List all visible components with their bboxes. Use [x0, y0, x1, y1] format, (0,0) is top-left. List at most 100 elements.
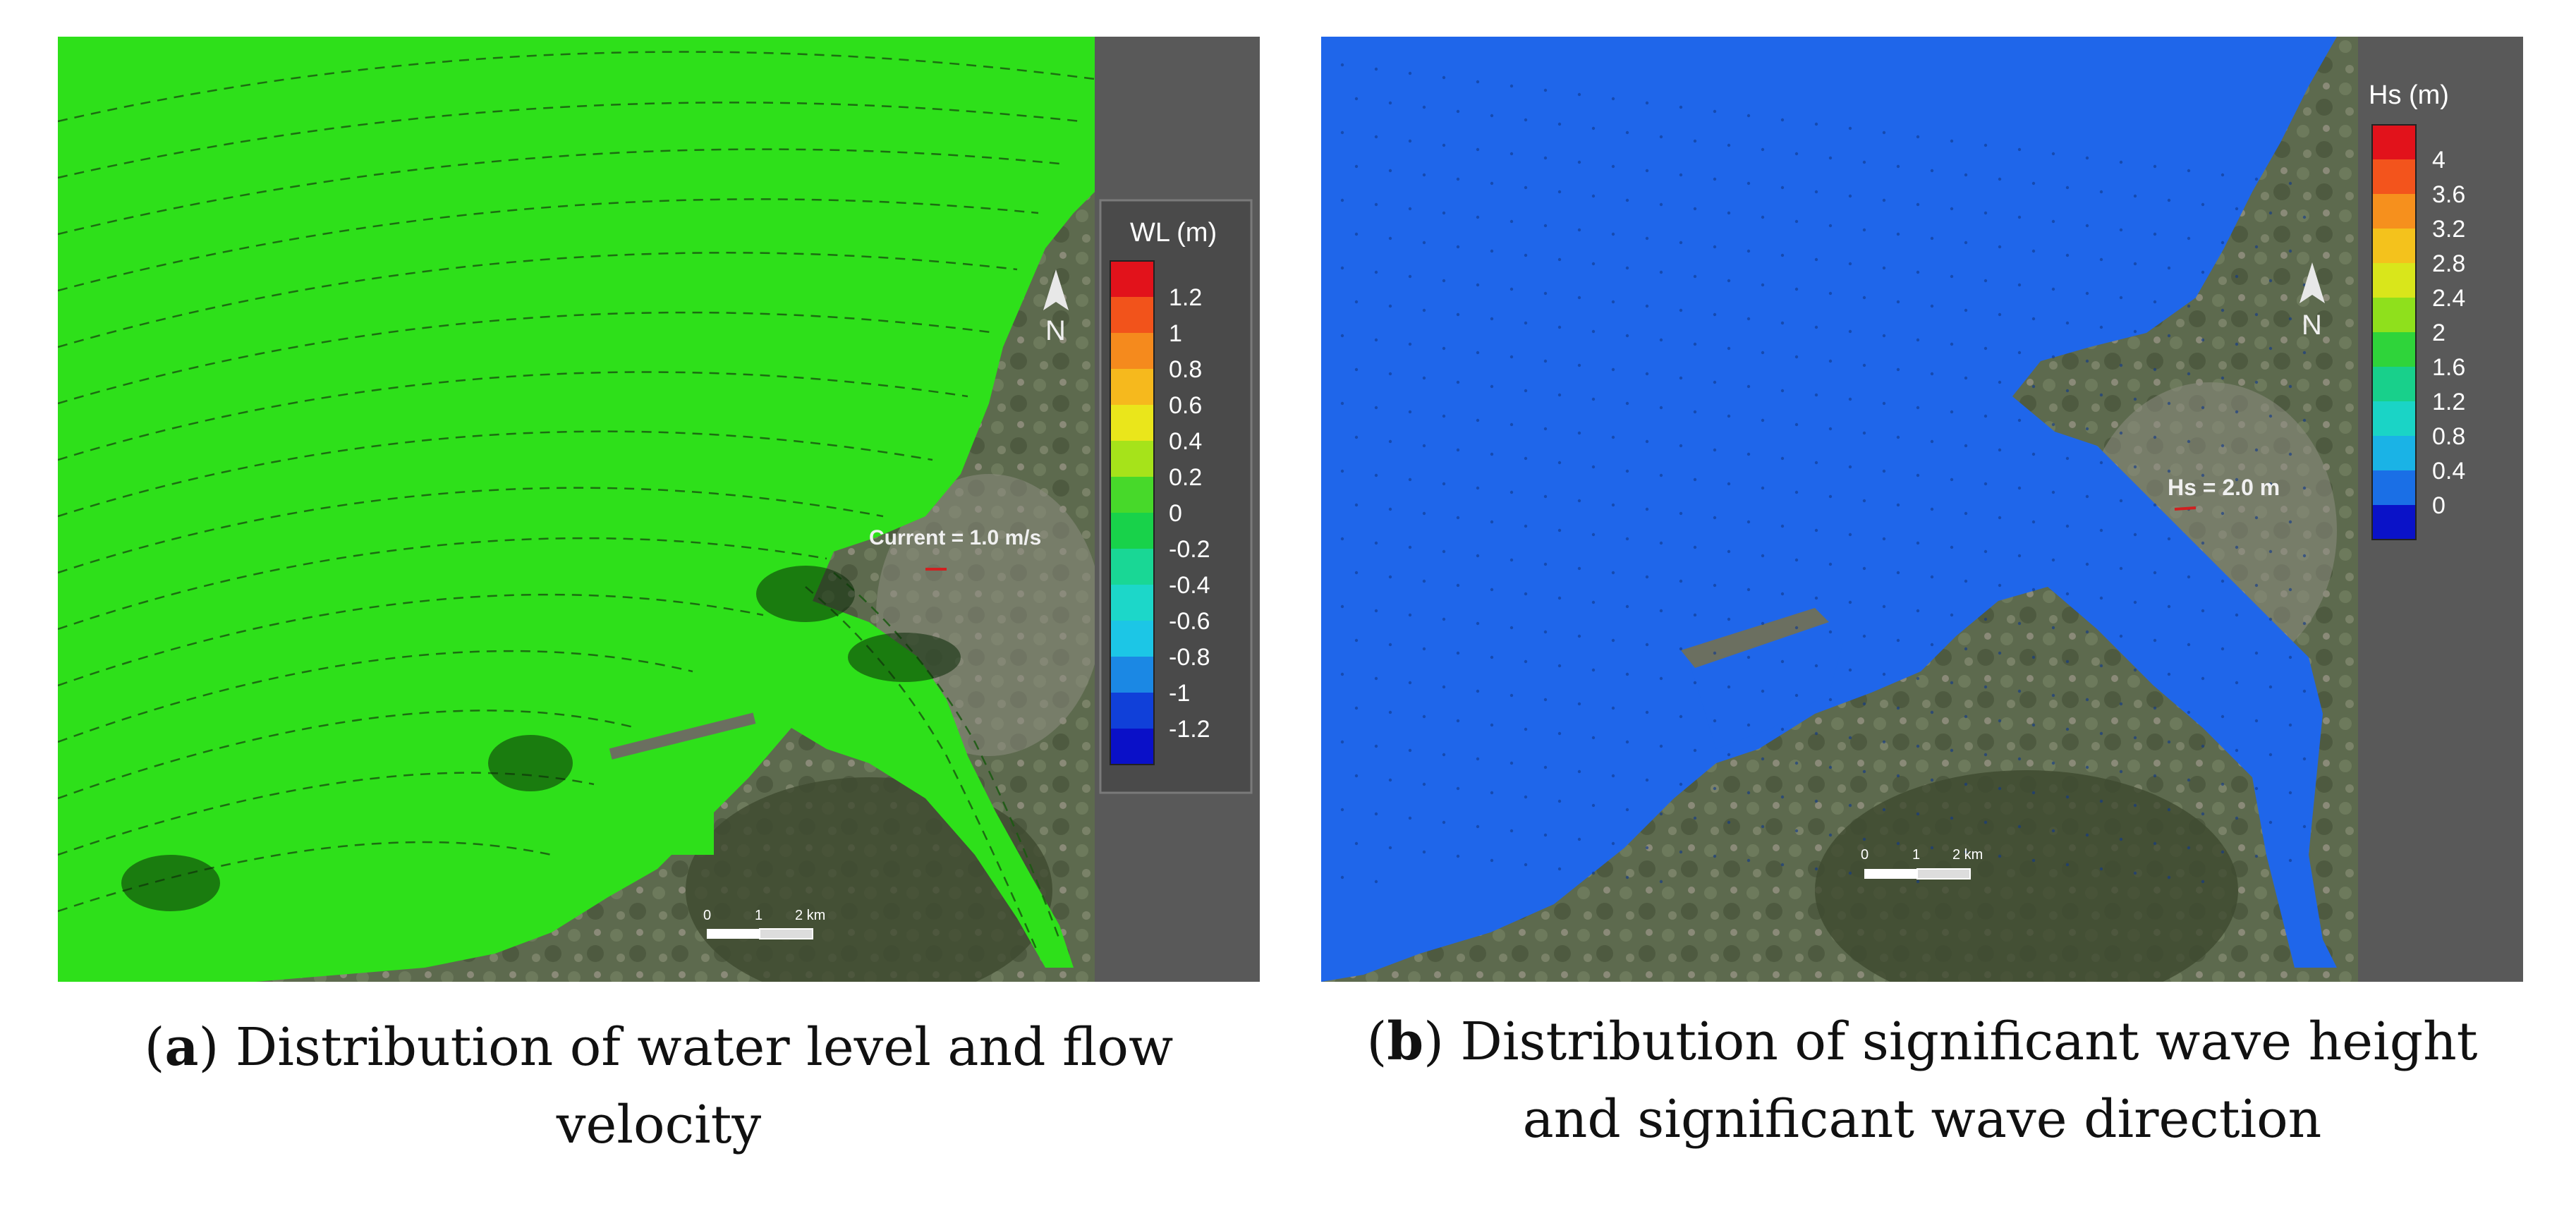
wave-direction-mark	[1727, 279, 1731, 283]
wave-direction-mark	[1509, 152, 1514, 156]
wave-direction-mark	[1354, 638, 1359, 643]
wave-direction-mark	[2220, 241, 2225, 245]
wave-direction-mark	[1761, 147, 1765, 152]
wave-direction-mark	[2119, 228, 2123, 232]
wave-direction-mark	[1625, 130, 1629, 135]
wave-direction-mark	[1780, 321, 1785, 325]
wave-direction-mark	[1456, 583, 1460, 588]
wave-direction-mark	[1524, 524, 1528, 528]
wave-direction-mark	[1930, 507, 1934, 511]
wave-direction-mark	[1930, 372, 1934, 376]
wave-direction-mark	[1746, 655, 1751, 659]
wave-direction-mark	[1727, 685, 1731, 689]
wave-direction-mark	[1490, 181, 1494, 185]
colorbar-tick-label: 2.8	[2432, 250, 2465, 277]
colorbar-segment	[1110, 405, 1154, 442]
wave-direction-mark	[1761, 621, 1765, 626]
wave-direction-mark	[1679, 850, 1683, 854]
wave-direction-mark	[1964, 308, 1968, 312]
wave-direction-mark	[1659, 473, 1663, 477]
wave-direction-mark	[1679, 579, 1683, 583]
wave-direction-mark	[1679, 647, 1683, 651]
colorbar-tick-label: 0.8	[2432, 423, 2465, 450]
wave-direction-mark	[1828, 630, 1833, 634]
colorbar-segment	[2372, 367, 2416, 402]
wave-direction-mark	[1509, 219, 1514, 224]
wave-direction-mark	[2051, 490, 2055, 494]
colorbar-tick-label: -0.4	[1169, 572, 1210, 599]
wave-direction-mark	[2031, 452, 2036, 456]
wave-direction-mark	[2099, 325, 2103, 329]
wave-direction-mark	[1983, 549, 1988, 554]
wave-direction-mark	[1422, 105, 1426, 109]
wave-direction-mark	[1645, 304, 1649, 308]
colorbar-segment	[1110, 369, 1154, 406]
wave-direction-mark	[1727, 820, 1731, 824]
wave-direction-mark	[1543, 88, 1548, 92]
wave-direction-mark	[1814, 122, 1818, 126]
colorbar-segment	[1110, 549, 1154, 585]
wave-direction-mark	[1761, 283, 1765, 287]
wave-direction-mark	[1814, 257, 1818, 262]
wave-direction-mark	[2051, 219, 2055, 224]
wave-direction-mark	[2017, 757, 2022, 761]
wave-direction-mark	[1693, 342, 1697, 346]
wave-direction-mark	[2268, 820, 2273, 824]
wave-direction-mark	[2220, 173, 2225, 177]
wave-direction-mark	[2220, 308, 2225, 312]
wave-direction-mark	[1509, 422, 1514, 427]
wave-direction-mark	[2220, 444, 2225, 448]
wave-direction-mark	[1456, 516, 1460, 520]
wave-direction-mark	[2153, 503, 2157, 507]
wave-direction-mark	[1509, 287, 1514, 291]
wave-direction-mark	[1713, 109, 1717, 114]
wave-direction-mark	[2302, 215, 2307, 219]
wave-direction-mark	[1780, 253, 1785, 257]
colorbar-segment	[2372, 263, 2416, 298]
wave-direction-mark	[1591, 194, 1596, 198]
colorbar-outline	[1110, 260, 1155, 765]
wave-direction-mark	[2099, 664, 2103, 668]
wave-direction-mark	[1964, 173, 1968, 177]
scale-bar-label-2: 2 km	[1952, 847, 1983, 863]
wave-direction-mark	[1476, 689, 1480, 693]
wave-direction-mark	[1509, 626, 1514, 630]
wave-direction-mark	[1950, 274, 1954, 279]
wave-direction-mark	[1408, 613, 1412, 617]
wave-direction-mark	[1476, 621, 1480, 626]
wave-direction-mark	[2153, 164, 2157, 169]
wave-direction-mark	[2220, 850, 2225, 854]
wave-direction-mark	[2153, 638, 2157, 643]
wave-direction-mark	[1882, 808, 1886, 812]
wave-direction-mark	[1916, 135, 1920, 139]
wave-direction-mark	[2065, 592, 2070, 596]
dense-vector-zones	[121, 566, 961, 911]
wave-direction-mark	[2201, 880, 2205, 884]
north-label: N	[1045, 315, 1066, 346]
wave-direction-mark	[1916, 406, 1920, 410]
wave-direction-mark	[1543, 833, 1548, 837]
wave-direction-mark	[1848, 126, 1852, 130]
wave-direction-mark	[2187, 778, 2191, 782]
wave-direction-mark	[1388, 710, 1392, 714]
wave-direction-mark	[1524, 389, 1528, 393]
wave-direction-mark	[1896, 706, 1900, 710]
wave-direction-mark	[1476, 757, 1480, 761]
wave-direction-mark	[1645, 575, 1649, 579]
wave-direction-mark	[1374, 67, 1378, 71]
wave-direction-mark	[1591, 465, 1596, 469]
wave-direction-mark	[1490, 791, 1494, 795]
wave-direction-mark	[1950, 816, 1954, 820]
wave-direction-mark	[1828, 494, 1833, 499]
wave-direction-mark	[1746, 723, 1751, 727]
wave-direction-mark	[1625, 469, 1629, 473]
wave-direction-mark	[1490, 588, 1494, 592]
scale-bar-label-0: 0	[1861, 847, 1869, 863]
wave-direction-mark	[2153, 435, 2157, 439]
wave-direction-mark	[1998, 786, 2002, 791]
wave-direction-mark	[2133, 262, 2137, 266]
colorbar-ticks: 1.2 1 0.8 0.6 0.4 0.2 0 -0.2 -0.4 -0.6 -0.8 -1 -1.2	[1169, 284, 1210, 743]
wave-direction-mark	[1693, 545, 1697, 549]
wave-direction-mark	[1713, 380, 1717, 384]
colorbar-tick-label: 1.6	[2432, 354, 2465, 381]
